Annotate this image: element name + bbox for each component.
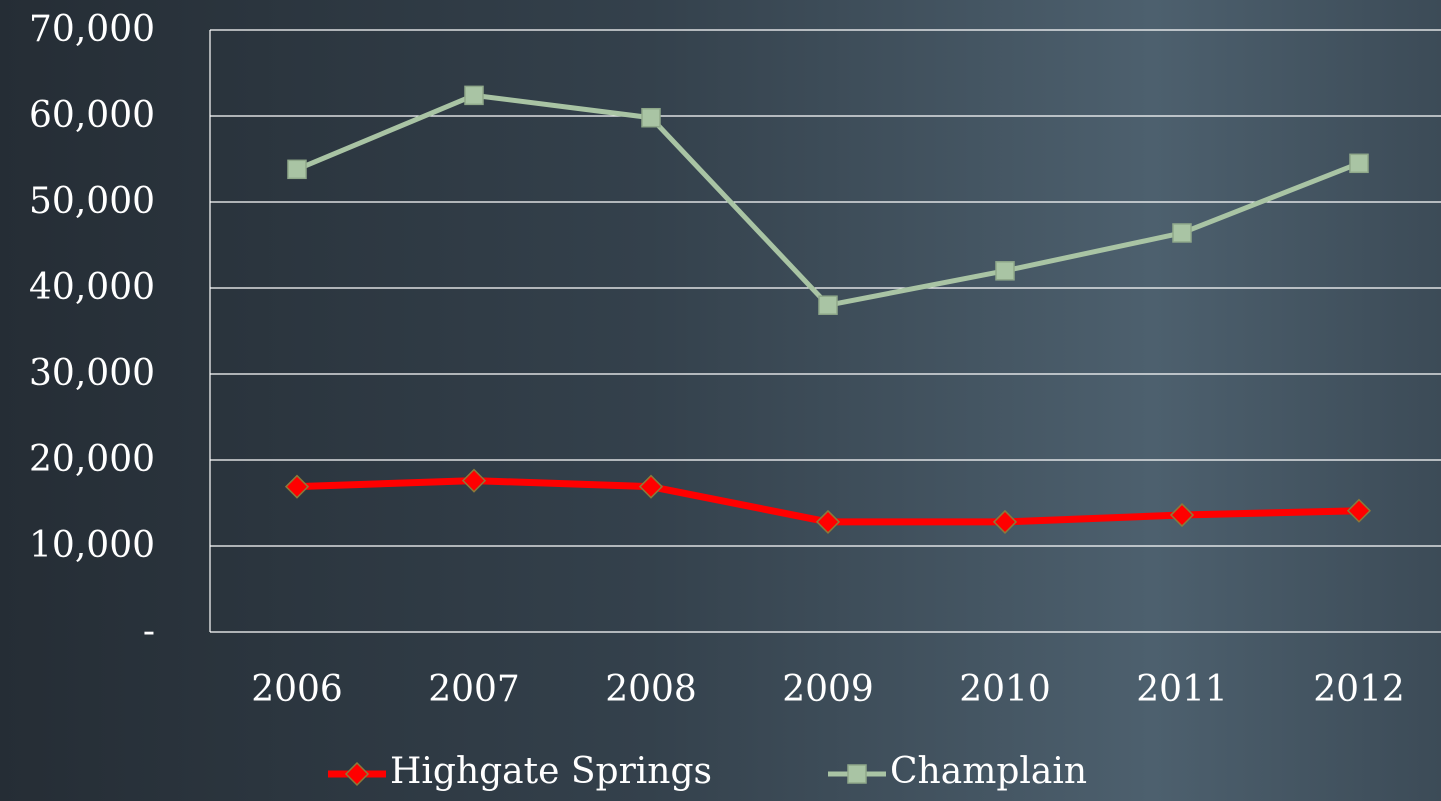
- y-tick-label: 30,000: [29, 353, 155, 394]
- data-point: [1349, 153, 1369, 174]
- data-point: [641, 107, 661, 128]
- data-point: [461, 468, 487, 493]
- y-tick-label: 10,000: [29, 525, 155, 566]
- x-tick-label: 2007: [428, 669, 520, 710]
- data-point: [284, 474, 310, 499]
- data-point: [818, 295, 838, 315]
- y-tick-label: 20,000: [29, 439, 155, 480]
- data-point: [992, 509, 1018, 534]
- legend-marker: [344, 761, 370, 787]
- data-point: [815, 509, 841, 534]
- y-tick-label: -: [143, 611, 155, 652]
- x-tick-label: 2011: [1136, 669, 1228, 710]
- legend-marker: [847, 764, 867, 784]
- x-tick-label: 2008: [605, 669, 697, 710]
- legend-label: Highgate Springs: [390, 751, 712, 792]
- x-tick-label: 2006: [251, 669, 343, 710]
- legend-label: Champlain: [890, 751, 1087, 792]
- x-tick-label: 2012: [1313, 669, 1405, 710]
- data-point: [1169, 502, 1195, 528]
- x-tick-label: 2010: [959, 669, 1051, 710]
- data-point: [995, 261, 1015, 281]
- data-point: [287, 159, 307, 180]
- y-tick-label: 70,000: [29, 9, 155, 50]
- y-tick-label: 40,000: [29, 267, 155, 308]
- data-point: [464, 85, 484, 106]
- data-point: [1346, 498, 1372, 523]
- x-tick-label: 2009: [782, 669, 874, 710]
- y-tick-label: 50,000: [29, 181, 155, 222]
- data-point: [638, 474, 664, 499]
- y-tick-label: 60,000: [29, 95, 155, 136]
- data-point: [1172, 223, 1192, 243]
